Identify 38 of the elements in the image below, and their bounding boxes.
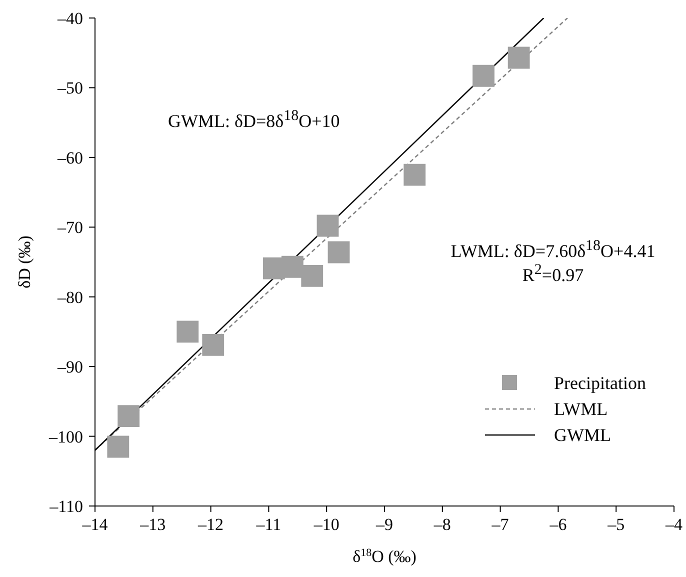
x-tick-label: –7 (490, 515, 510, 534)
point (107, 436, 130, 458)
x-tick-label: –10 (312, 515, 340, 534)
y-tick-label: –70 (56, 218, 83, 238)
point (301, 264, 324, 287)
point (328, 241, 350, 264)
point (202, 334, 224, 356)
x-tick-label: –6 (548, 515, 567, 534)
x-tick-label: –12 (197, 515, 224, 534)
y-tick-label: –50 (56, 78, 83, 98)
point (316, 214, 339, 237)
y-tick-label: –100 (48, 427, 83, 446)
legend-label: GWML (554, 424, 612, 446)
annotation: R$^{2}$=0.97 (521, 262, 585, 286)
x-tick-label: –8 (432, 515, 451, 534)
annotation: GWML: δD=8δ$^{18}$O+10 (168, 108, 340, 132)
point (508, 46, 530, 69)
x-tick-label: –9 (375, 515, 393, 534)
point (118, 405, 140, 428)
y-axis-title: δD (‰) (15, 236, 34, 288)
point (472, 64, 494, 87)
y-tick-label: –40 (56, 9, 83, 28)
x-tick-label: –5 (606, 515, 625, 534)
y-tick-label: –110 (48, 497, 83, 516)
legend-label: LWML (554, 398, 608, 420)
point (404, 164, 426, 186)
y-tick-label: –80 (56, 288, 83, 307)
x-tick-label: –13 (139, 515, 166, 534)
legend-label: Precipitation (554, 372, 646, 394)
point (281, 256, 304, 278)
x-tick-label: –11 (255, 515, 282, 534)
x-tick-label: –14 (81, 515, 108, 534)
point (176, 320, 199, 343)
y-tick-label: –60 (56, 148, 83, 168)
annotation: LWML: δD=7.60δ$^{18}$O+4.41 (450, 238, 656, 262)
y-tick-label: –90 (56, 358, 83, 377)
x-tick-label: –4 (664, 515, 683, 534)
x-axis-title: δ$^{18}$O (‰) (352, 547, 416, 566)
